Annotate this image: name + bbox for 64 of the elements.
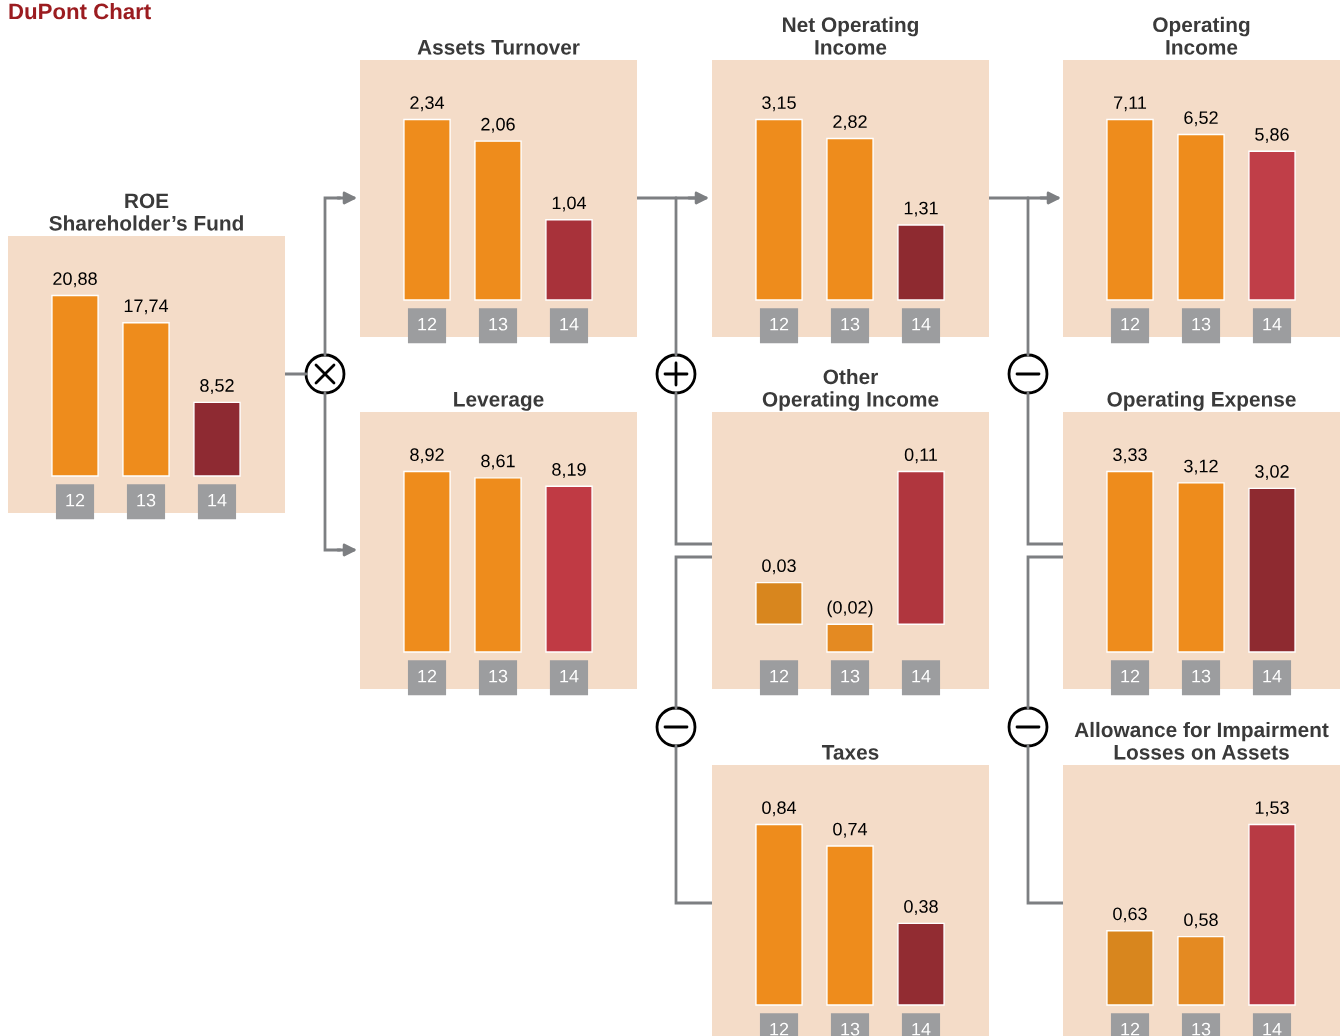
- x-tick-label: 12: [66, 493, 85, 507]
- data-label: 0,11: [904, 448, 938, 464]
- x-tick-label: 12: [770, 1022, 789, 1036]
- chart-title: Operating Expense: [1107, 391, 1296, 411]
- data-label: 1,04: [552, 196, 587, 212]
- data-label: 3,15: [762, 96, 796, 112]
- data-label: 3,02: [1255, 465, 1289, 480]
- x-tick-label: 13: [841, 317, 860, 331]
- x-tick-label: 13: [137, 493, 156, 507]
- x-tick-label: 12: [418, 317, 437, 331]
- x-tick-label: 13: [489, 669, 508, 683]
- data-label: 7,11: [1114, 96, 1147, 112]
- data-label: 8,61: [481, 454, 515, 470]
- data-label: 0,58: [1184, 913, 1218, 929]
- x-tick-label: 14: [1263, 669, 1282, 683]
- data-label: 5,86: [1255, 127, 1289, 143]
- x-tick-label: 13: [841, 1022, 860, 1036]
- data-label: 1,31: [904, 201, 938, 217]
- data-label: (0,02): [827, 600, 873, 618]
- data-label: 8,52: [200, 379, 234, 394]
- x-tick-label: 13: [1192, 669, 1211, 683]
- chart-title: ROE Shareholder’s Fund: [49, 193, 243, 231]
- data-label: 8,19: [552, 463, 586, 478]
- x-tick-label: 12: [1121, 1022, 1140, 1036]
- x-tick-label: 12: [1121, 317, 1140, 331]
- data-label: 2,06: [481, 117, 515, 133]
- x-tick-label: 14: [912, 317, 931, 331]
- chart-title: Assets Turnover: [417, 40, 580, 55]
- data-label: 2,82: [833, 115, 867, 131]
- x-tick-label: 14: [560, 317, 579, 331]
- data-label: 0,84: [762, 801, 797, 817]
- x-tick-label: 14: [912, 1022, 931, 1036]
- x-tick-label: 14: [912, 669, 931, 683]
- data-label: 0,38: [904, 900, 938, 915]
- x-tick-label: 12: [1121, 669, 1140, 683]
- data-label: 0,74: [833, 822, 868, 838]
- data-label: 8,92: [410, 448, 444, 464]
- data-label: 6,52: [1184, 111, 1218, 127]
- data-label: 0,03: [762, 559, 796, 575]
- chart-title: Leverage: [454, 392, 544, 411]
- chart-title: Other Operating Income: [762, 368, 939, 411]
- x-tick-label: 12: [770, 669, 789, 683]
- data-label: 2,34: [410, 96, 445, 112]
- x-tick-label: 13: [489, 317, 508, 331]
- data-label: 3,12: [1184, 459, 1218, 475]
- x-tick-label: 14: [1263, 1022, 1282, 1036]
- x-tick-label: 13: [841, 669, 860, 683]
- data-label: 20,88: [53, 272, 97, 288]
- data-label: 3,33: [1113, 448, 1147, 464]
- chart-title: Taxes: [821, 745, 879, 760]
- x-tick-label: 14: [1263, 317, 1282, 331]
- text: DuPont Chart: [9, 3, 151, 20]
- x-tick-label: 13: [1192, 1022, 1211, 1036]
- chart-title: Operating Income: [1153, 16, 1250, 55]
- x-tick-label: 12: [770, 317, 789, 331]
- x-tick-label: 14: [208, 493, 227, 507]
- x-tick-label: 12: [418, 669, 437, 683]
- data-label: 1,53: [1255, 801, 1289, 817]
- data-label: 0,63: [1113, 907, 1147, 923]
- chart-title: Allowance for Impairment Losses on Assets: [1074, 721, 1329, 760]
- x-tick-label: 14: [560, 669, 579, 683]
- x-tick-label: 13: [1192, 317, 1211, 331]
- data-label: 17,74: [124, 299, 169, 315]
- chart-title: Net Operating Income: [783, 16, 918, 55]
